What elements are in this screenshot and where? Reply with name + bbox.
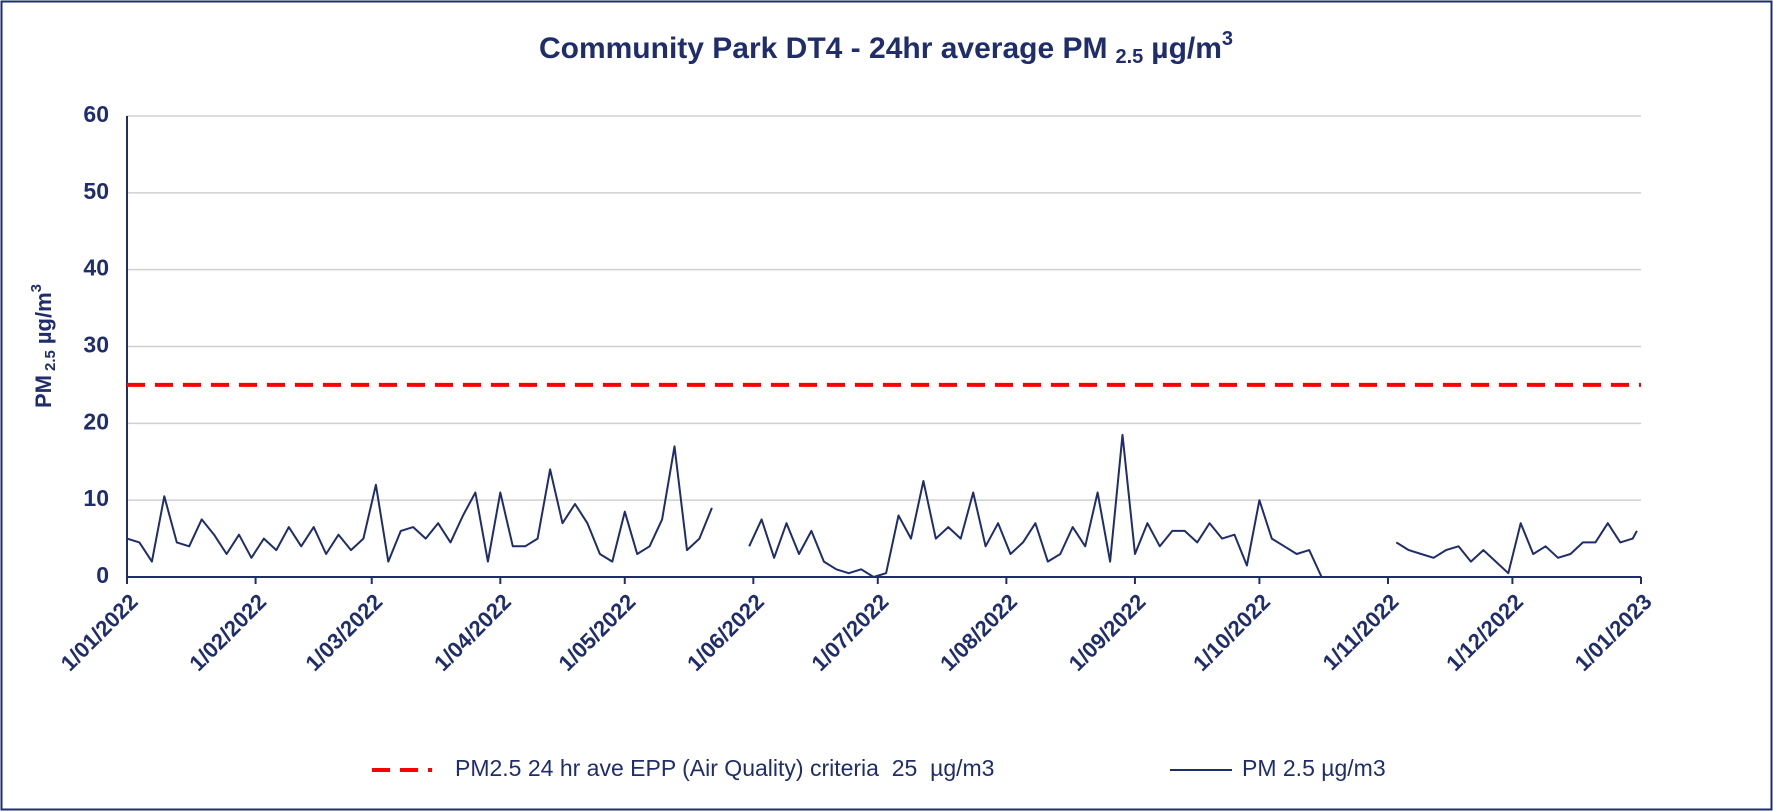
chart-title: Community Park DT4 - 24hr average PM 2.5 µ…: [539, 28, 1233, 68]
title-text: Community Park DT4 - 24hr average PM: [539, 32, 1108, 65]
y-tick-label: 30: [83, 332, 109, 358]
y-label-subscript: 2.5: [42, 350, 59, 371]
y-tick-label: 50: [83, 178, 109, 204]
y-tick-label: 10: [83, 485, 109, 511]
y-tick-label: 60: [83, 101, 109, 127]
legend-label: PM 2.5 µg/m3: [1242, 755, 1386, 781]
y-tick-label: 0: [96, 562, 109, 588]
y-axis-label: PM 2.5 µg/m3: [28, 284, 59, 408]
legend-label: PM2.5 24 hr ave EPP (Air Quality) criter…: [455, 755, 994, 781]
title-superscript: 3: [1222, 28, 1233, 50]
title-subscript: 2.5: [1115, 46, 1143, 68]
y-tick-label: 40: [83, 255, 109, 281]
y-label-superscript: 3: [28, 284, 45, 292]
title-unit: µg/m: [1151, 32, 1222, 65]
y-label-unit: µg/m: [31, 292, 56, 344]
y-label-text: PM: [31, 375, 56, 408]
y-tick-label: 20: [83, 408, 109, 434]
data-line: [126, 433, 1638, 578]
